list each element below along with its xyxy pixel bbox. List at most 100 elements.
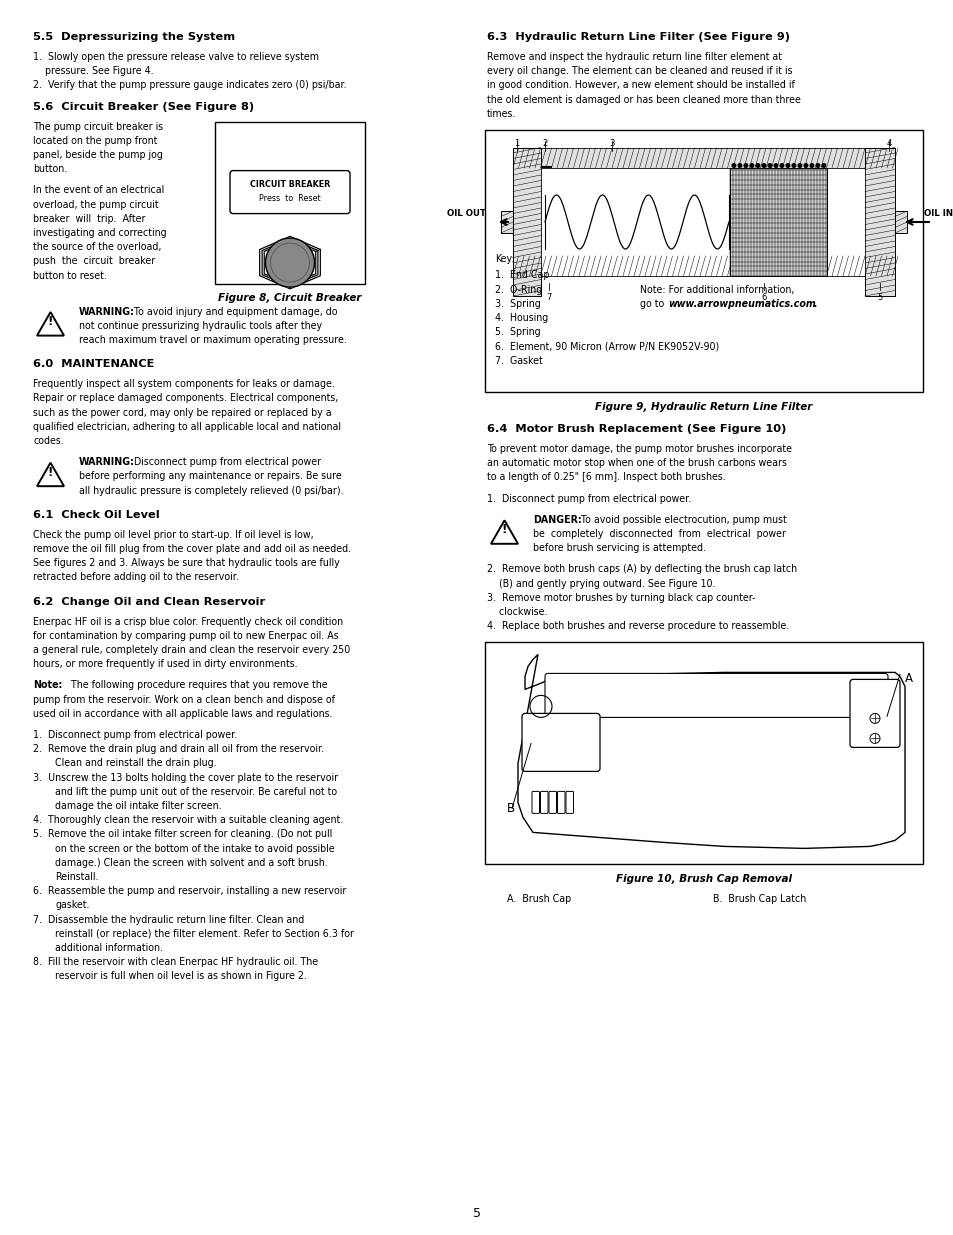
Circle shape (767, 164, 771, 167)
Bar (500, 211, 513, 233)
Text: a general rule, completely drain and clean the reservoir every 250: a general rule, completely drain and cle… (33, 645, 350, 655)
Text: OIL OUT: OIL OUT (446, 209, 485, 219)
FancyBboxPatch shape (548, 792, 556, 814)
Text: breaker  will  trip.  After: breaker will trip. After (33, 214, 146, 224)
Text: The following procedure requires that you remove the: The following procedure requires that yo… (68, 680, 327, 690)
Text: Disconnect pump from electrical power: Disconnect pump from electrical power (131, 457, 320, 467)
Bar (540, 168, 864, 275)
Text: Press  to  Reset: Press to Reset (259, 194, 320, 203)
Text: 1.  Slowly open the pressure release valve to relieve system: 1. Slowly open the pressure release valv… (33, 52, 318, 62)
Text: 5.  Spring: 5. Spring (495, 327, 540, 337)
Text: Repair or replace damaged components. Electrical components,: Repair or replace damaged components. El… (33, 394, 338, 404)
Text: To avoid possible electrocution, pump must: To avoid possible electrocution, pump mu… (578, 515, 786, 525)
Text: www.arrowpneumatics.com: www.arrowpneumatics.com (668, 299, 816, 309)
Circle shape (743, 164, 747, 167)
Text: To prevent motor damage, the pump motor brushes incorporate: To prevent motor damage, the pump motor … (486, 445, 791, 454)
Text: 6.2  Change Oil and Clean Reservoir: 6.2 Change Oil and Clean Reservoir (33, 597, 265, 606)
Bar (484, 130, 923, 391)
Bar (513, 148, 540, 296)
Text: WARNING:: WARNING: (79, 457, 134, 467)
Text: the source of the overload,: the source of the overload, (33, 242, 161, 252)
Text: 7.  Disassemble the hydraulic return line filter. Clean and: 7. Disassemble the hydraulic return line… (33, 915, 304, 925)
Text: for contamination by comparing pump oil to new Enerpac oil. As: for contamination by comparing pump oil … (33, 631, 338, 641)
Text: reach maximum travel or maximum operating pressure.: reach maximum travel or maximum operatin… (79, 335, 347, 345)
Text: !: ! (48, 315, 53, 329)
Text: button to reset.: button to reset. (33, 270, 107, 280)
Text: damage.) Clean the screen with solvent and a soft brush.: damage.) Clean the screen with solvent a… (55, 858, 328, 868)
Circle shape (798, 164, 801, 167)
Circle shape (809, 164, 813, 167)
Text: Frequently inspect all system components for leaks or damage.: Frequently inspect all system components… (33, 379, 335, 389)
Text: 6.0  MAINTENANCE: 6.0 MAINTENANCE (33, 359, 154, 369)
Text: Note: For additional information,: Note: For additional information, (639, 285, 794, 295)
Text: CIRCUIT BREAKER: CIRCUIT BREAKER (250, 179, 330, 189)
Text: codes.: codes. (33, 436, 64, 446)
Text: 2.  Remove both brush caps (A) by deflecting the brush cap latch: 2. Remove both brush caps (A) by deflect… (486, 564, 797, 574)
Text: !: ! (48, 466, 53, 479)
Circle shape (749, 164, 753, 167)
Text: B: B (506, 803, 515, 815)
Bar (729, 168, 826, 275)
Text: every oil change. The element can be cleaned and reused if it is: every oil change. The element can be cle… (486, 67, 792, 77)
Text: clockwise.: clockwise. (486, 606, 547, 618)
FancyBboxPatch shape (565, 792, 573, 814)
Text: OIL IN: OIL IN (923, 209, 952, 219)
FancyBboxPatch shape (540, 792, 547, 814)
Text: located on the pump front: located on the pump front (33, 136, 157, 146)
Text: 6.  Element, 90 Micron (Arrow P/N EK9052V-90): 6. Element, 90 Micron (Arrow P/N EK9052V… (495, 342, 719, 352)
Circle shape (780, 164, 783, 167)
Bar (214, 121, 365, 284)
Text: 6.3  Hydraulic Return Line Filter (See Figure 9): 6.3 Hydraulic Return Line Filter (See Fi… (486, 32, 789, 42)
Text: 1.  End Cap: 1. End Cap (495, 270, 549, 280)
Text: 6.  Reassemble the pump and reservoir, installing a new reservoir: 6. Reassemble the pump and reservoir, in… (33, 887, 346, 897)
Circle shape (791, 164, 795, 167)
Text: WARNING:: WARNING: (79, 306, 134, 316)
Text: 4.  Replace both brushes and reverse procedure to reassemble.: 4. Replace both brushes and reverse proc… (486, 621, 788, 631)
Text: !: ! (501, 524, 507, 536)
Text: 7: 7 (546, 293, 551, 303)
Text: In the event of an electrical: In the event of an electrical (33, 185, 164, 195)
Text: panel, beside the pump jog: panel, beside the pump jog (33, 149, 163, 161)
Text: go to: go to (639, 299, 666, 309)
Circle shape (761, 164, 765, 167)
FancyBboxPatch shape (521, 714, 599, 772)
Text: overload, the pump circuit: overload, the pump circuit (33, 200, 158, 210)
Text: The pump circuit breaker is: The pump circuit breaker is (33, 121, 163, 132)
Text: (B) and gently prying outward. See Figure 10.: (B) and gently prying outward. See Figur… (486, 579, 715, 589)
Text: pump from the reservoir. Work on a clean bench and dispose of: pump from the reservoir. Work on a clean… (33, 694, 335, 705)
Text: additional information.: additional information. (55, 944, 163, 953)
Text: on the screen or the bottom of the intake to avoid possible: on the screen or the bottom of the intak… (55, 844, 335, 853)
Text: before performing any maintenance or repairs. Be sure: before performing any maintenance or rep… (79, 472, 341, 482)
Text: See figures 2 and 3. Always be sure that hydraulic tools are fully: See figures 2 and 3. Always be sure that… (33, 558, 339, 568)
Text: push  the  circuit  breaker: push the circuit breaker (33, 257, 155, 267)
Text: 6: 6 (760, 293, 766, 303)
Text: 7.  Gasket: 7. Gasket (495, 356, 542, 366)
Text: times.: times. (486, 109, 516, 119)
Text: 1: 1 (514, 140, 519, 148)
Text: 2.  Remove the drain plug and drain all oil from the reservoir.: 2. Remove the drain plug and drain all o… (33, 745, 324, 755)
Text: 2.  O-Ring: 2. O-Ring (495, 285, 541, 295)
Circle shape (815, 164, 819, 167)
Text: and lift the pump unit out of the reservoir. Be careful not to: and lift the pump unit out of the reserv… (55, 787, 336, 797)
Text: 3.  Remove motor brushes by turning black cap counter-: 3. Remove motor brushes by turning black… (486, 593, 755, 603)
Text: gasket.: gasket. (55, 900, 90, 910)
Text: Figure 8, Circuit Breaker: Figure 8, Circuit Breaker (218, 293, 361, 303)
Text: 2.  Verify that the pump pressure gauge indicates zero (0) psi/bar.: 2. Verify that the pump pressure gauge i… (33, 80, 346, 90)
Text: button.: button. (33, 164, 67, 174)
Text: To avoid injury and equipment damage, do: To avoid injury and equipment damage, do (131, 306, 336, 316)
Bar (894, 211, 906, 233)
Text: the old element is damaged or has been cleaned more than three: the old element is damaged or has been c… (486, 95, 800, 105)
Text: Key:: Key: (495, 254, 514, 264)
Text: before brush servicing is attempted.: before brush servicing is attempted. (533, 543, 705, 553)
Text: Figure 9, Hydraulic Return Line Filter: Figure 9, Hydraulic Return Line Filter (595, 403, 812, 412)
FancyBboxPatch shape (544, 673, 887, 718)
Text: 6.1  Check Oil Level: 6.1 Check Oil Level (33, 510, 159, 520)
FancyBboxPatch shape (557, 792, 564, 814)
Text: reinstall (or replace) the filter element. Refer to Section 6.3 for: reinstall (or replace) the filter elemen… (55, 929, 354, 939)
Text: 1.  Disconnect pump from electrical power.: 1. Disconnect pump from electrical power… (33, 730, 237, 740)
Text: be  completely  disconnected  from  electrical  power: be completely disconnected from electric… (533, 529, 785, 538)
Text: qualified electrician, adhering to all applicable local and national: qualified electrician, adhering to all a… (33, 422, 340, 432)
Text: hours, or more frequently if used in dirty environments.: hours, or more frequently if used in dir… (33, 659, 297, 669)
Text: Remove and inspect the hydraulic return line filter element at: Remove and inspect the hydraulic return … (486, 52, 781, 62)
Text: DANGER:: DANGER: (533, 515, 581, 525)
